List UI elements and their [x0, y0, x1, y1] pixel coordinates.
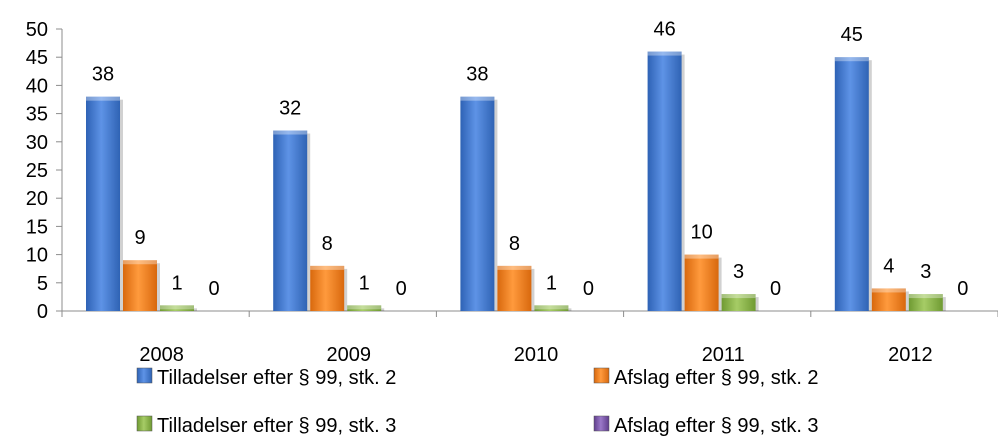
data-label: 4: [883, 255, 894, 277]
data-label: 38: [466, 64, 488, 86]
data-label: 8: [322, 233, 333, 255]
legend-label-series-1: Tilladelser efter § 99, stk. 2: [157, 367, 396, 389]
bar-top-highlight: [160, 305, 194, 310]
bar-2011-series-1: [647, 51, 682, 312]
legend-swatch-series-1: [136, 367, 153, 384]
data-label: 10: [690, 222, 712, 244]
x-tick-label: 2009: [327, 344, 372, 366]
data-label: 3: [733, 261, 744, 283]
data-label: 0: [957, 278, 968, 300]
data-label: 1: [546, 272, 557, 294]
data-label: 9: [134, 227, 145, 249]
x-tick-label: 2012: [888, 344, 933, 366]
y-tick-label: 20: [26, 188, 48, 210]
bar-top-highlight: [123, 260, 157, 265]
bar-2012-series-3: [908, 294, 943, 311]
y-tick-label: 40: [26, 75, 48, 97]
bar-2011-series-3: [721, 294, 756, 311]
bar-2011-series-2: [684, 254, 719, 311]
data-label: 0: [208, 278, 219, 300]
y-tick-label: 0: [37, 301, 48, 323]
legend: Tilladelser efter § 99, stk. 2 Afslag eft…: [136, 367, 819, 437]
bar-2008-series-2: [123, 260, 157, 311]
y-tick-label: 45: [26, 47, 48, 69]
bar-top-highlight: [871, 288, 906, 293]
bar-top-highlight: [310, 265, 345, 270]
y-tick-label: 15: [26, 216, 48, 238]
data-label: 46: [653, 19, 675, 41]
legend-swatch-series-4: [593, 415, 610, 432]
bar-top-highlight: [834, 57, 869, 62]
bar-top-highlight: [908, 294, 943, 299]
bar-top-highlight: [497, 265, 532, 270]
data-label: 0: [770, 278, 781, 300]
legend-label-series-3: Tilladelser efter § 99, stk. 3: [157, 415, 396, 437]
bar-2010-series-2: [497, 265, 532, 311]
legend-swatch-series-2: [593, 367, 610, 384]
x-tick-label: 2010: [514, 344, 559, 366]
data-label: 1: [171, 272, 182, 294]
x-tick-label: 2011: [702, 344, 745, 366]
data-label: 3: [920, 261, 931, 283]
bar-top-highlight: [347, 305, 382, 310]
y-tick-label: 5: [37, 273, 48, 295]
bar-2010-series-1: [460, 96, 495, 312]
legend-swatch-series-3: [136, 415, 153, 432]
bar-2012-series-1: [834, 57, 869, 312]
legend-label-series-2: Afslag efter § 99, stk. 2: [614, 367, 819, 389]
bar-2008-series-3: [160, 305, 194, 311]
data-label: 38: [92, 64, 114, 86]
bar-2009-series-3: [347, 305, 382, 311]
y-tick-label: 35: [26, 104, 48, 126]
bar-2010-series-3: [534, 305, 569, 311]
data-label: 8: [509, 233, 520, 255]
bars: [86, 51, 946, 312]
data-label: 0: [396, 278, 407, 300]
bar-top-highlight: [647, 51, 682, 56]
y-tick-label: 50: [26, 19, 48, 41]
bar-top-highlight: [273, 130, 308, 135]
bar-2012-series-2: [871, 288, 906, 311]
bar-2009-series-1: [273, 130, 308, 311]
y-tick-label: 10: [26, 245, 48, 267]
legend-label-series-4: Afslag efter § 99, stk. 3: [614, 415, 819, 437]
x-tick-label: 2008: [139, 344, 184, 366]
data-label: 45: [841, 24, 863, 46]
data-label: 1: [359, 272, 370, 294]
bar-top-highlight: [534, 305, 569, 310]
bar-top-highlight: [86, 96, 120, 101]
bar-top-highlight: [684, 254, 719, 259]
bar-2008-series-1: [86, 96, 120, 312]
bar-top-highlight: [721, 294, 756, 299]
y-tick-label: 30: [26, 132, 48, 154]
bar-top-highlight: [460, 96, 495, 101]
data-label: 32: [279, 98, 301, 120]
data-label: 0: [583, 278, 594, 300]
bar-2009-series-2: [310, 265, 345, 311]
y-tick-label: 25: [26, 160, 48, 182]
